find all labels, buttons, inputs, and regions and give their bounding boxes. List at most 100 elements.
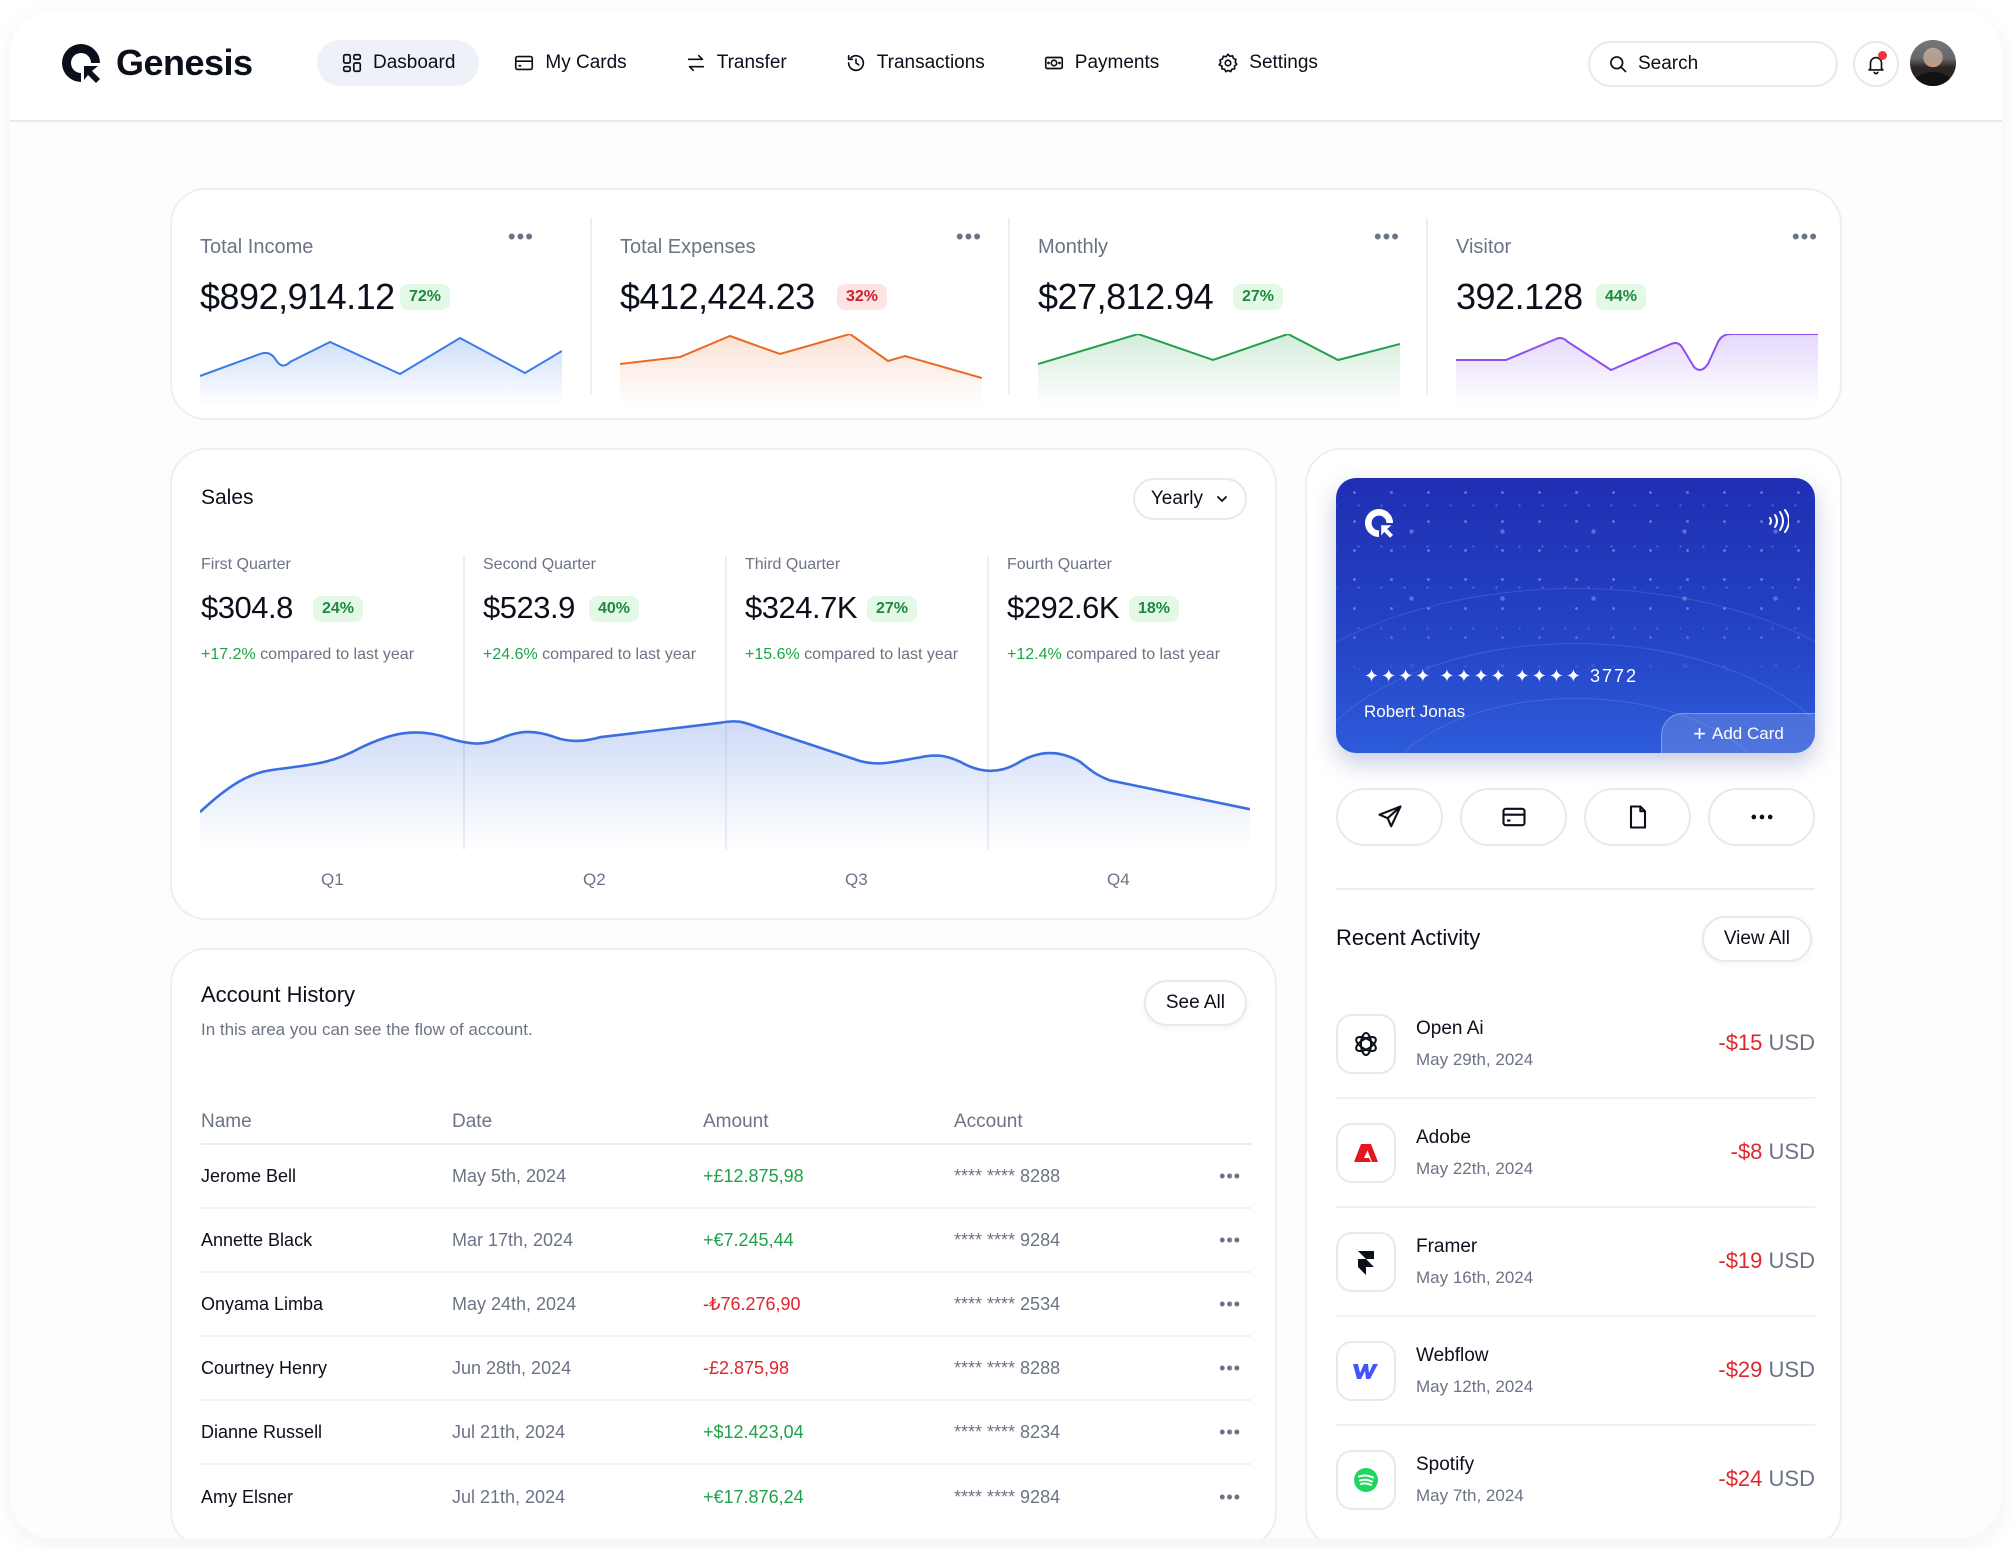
stat-visitor: Visitor ••• 392.128 44% — [1426, 218, 1818, 406]
stat-value: $892,914.12 — [200, 276, 395, 317]
quarter-label: Third Quarter — [745, 556, 841, 573]
recent-activity-list: Open Ai May 29th, 2024 -$15 USD Adobe Ma… — [1336, 990, 1815, 1535]
row-date: May 5th, 2024 — [452, 1165, 567, 1186]
row-name: Jerome Bell — [201, 1165, 297, 1186]
recent-activity-title: Recent Activity — [1336, 925, 1481, 950]
plus-icon: + — [1693, 720, 1707, 746]
activity-name: Framer — [1416, 1236, 1478, 1257]
activity-name: Spotify — [1416, 1454, 1475, 1475]
more-icon[interactable]: ••• — [1373, 224, 1400, 249]
banknote-icon — [1044, 56, 1063, 70]
quarter-label: Fourth Quarter — [1007, 556, 1112, 573]
row-date: Mar 17th, 2024 — [452, 1229, 574, 1250]
arrows-exchange-icon — [687, 54, 704, 72]
genesis-logo-icon — [1364, 508, 1394, 538]
nav-my-cards[interactable]: My Cards — [489, 40, 650, 86]
account-history-table: Name Date Amount Account Jerome Bell May… — [201, 1100, 1251, 1529]
framer-icon — [1336, 1232, 1396, 1292]
table-row[interactable]: Dianne Russell Jul 21th, 2024 +$12.423,0… — [201, 1401, 1251, 1465]
credit-card[interactable]: ✦✦✦✦ ✦✦✦✦ ✦✦✦✦ 3772 Robert Jonas + Add C… — [1336, 478, 1815, 753]
file-icon — [1629, 805, 1646, 829]
row-more-icon[interactable]: ••• — [1219, 1165, 1241, 1186]
quarter-label: First Quarter — [201, 556, 291, 573]
row-account: **** **** 9284 — [954, 1486, 1061, 1507]
brand-logo[interactable]: Genesis — [58, 40, 253, 86]
quarter-2: Second Quarter $523.9 40% +24.6% compare… — [463, 556, 725, 850]
account-history-subtitle: In this area you can see the flow of acc… — [201, 1020, 533, 1039]
card-arc — [1336, 588, 1815, 753]
x-axis-label: Q1 — [321, 870, 344, 889]
table-row[interactable]: Courtney Henry Jun 28th, 2024 -£2.875,98… — [201, 1337, 1251, 1401]
visitor-sparkline — [1456, 334, 1818, 406]
main-nav: Dasboard My Cards Transfer Transactions … — [317, 40, 1342, 86]
search-box[interactable] — [1588, 41, 1838, 87]
more-actions-button[interactable] — [1708, 788, 1815, 846]
row-amount: +€17.876,24 — [703, 1486, 804, 1507]
search-input[interactable] — [1638, 53, 1818, 75]
nav-payments[interactable]: Payments — [1019, 40, 1183, 86]
card-details-button[interactable] — [1460, 788, 1567, 846]
user-avatar[interactable] — [1910, 40, 1956, 86]
row-account: **** **** 8234 — [954, 1421, 1061, 1442]
activity-name: Open Ai — [1416, 1018, 1484, 1039]
quarter-4: Fourth Quarter $292.6K 18% +12.4% compar… — [987, 556, 1249, 850]
stat-label: Visitor — [1456, 236, 1512, 258]
activity-date: May 22th, 2024 — [1416, 1159, 1534, 1178]
see-all-button[interactable]: See All — [1143, 980, 1247, 1026]
card-holder-name: Robert Jonas — [1364, 702, 1466, 721]
activity-item[interactable]: Spotify May 7th, 2024 -$24 USD — [1336, 1426, 1815, 1535]
notification-dot — [1878, 51, 1887, 60]
column-header-date[interactable]: Date — [452, 1110, 493, 1132]
quarter-compare: +12.4% compared to last year — [1007, 646, 1221, 663]
nav-dashboard[interactable]: Dasboard — [317, 40, 480, 86]
stat-badge: 44% — [1596, 284, 1647, 310]
document-button[interactable] — [1584, 788, 1691, 846]
activity-item[interactable]: Adobe May 22th, 2024 -$8 USD — [1336, 1099, 1815, 1208]
row-date: Jul 21th, 2024 — [452, 1486, 566, 1507]
stat-value: 392.128 — [1456, 276, 1583, 317]
table-row[interactable]: Annette Black Mar 17th, 2024 +€7.245,44 … — [201, 1209, 1251, 1273]
row-date: Jun 28th, 2024 — [452, 1357, 572, 1378]
activity-item[interactable]: Framer May 16th, 2024 -$19 USD — [1336, 1208, 1815, 1317]
row-more-icon[interactable]: ••• — [1219, 1229, 1241, 1250]
nav-transactions-label: Transactions — [876, 52, 985, 73]
row-more-icon[interactable]: ••• — [1219, 1486, 1241, 1507]
card-actions — [1336, 788, 1815, 846]
sales-area-chart — [200, 690, 1250, 849]
x-axis-label: Q4 — [1107, 870, 1130, 889]
more-icon[interactable]: ••• — [507, 224, 534, 249]
add-card-button[interactable]: + Add Card — [1661, 713, 1815, 753]
adobe-icon — [1336, 1123, 1396, 1183]
more-icon[interactable]: ••• — [1791, 224, 1818, 249]
table-row[interactable]: Onyama Limba May 24th, 2024 -₺76.276,90 … — [201, 1273, 1251, 1337]
column-header-amount[interactable]: Amount — [703, 1110, 769, 1132]
row-account: **** **** 2534 — [954, 1293, 1061, 1314]
period-select[interactable]: Yearly — [1132, 478, 1247, 520]
chevron-down-icon — [1217, 496, 1227, 503]
brand-name: Genesis — [116, 42, 253, 83]
x-axis-label: Q3 — [845, 870, 868, 889]
activity-item[interactable]: Webflow May 12th, 2024 -$29 USD — [1336, 1317, 1815, 1426]
spotify-icon — [1336, 1450, 1396, 1510]
view-all-button[interactable]: View All — [1701, 916, 1812, 962]
column-header-account[interactable]: Account — [954, 1110, 1023, 1132]
send-button[interactable] — [1336, 788, 1443, 846]
table-row[interactable]: Jerome Bell May 5th, 2024 +£12.875,98 **… — [201, 1145, 1251, 1209]
more-icon[interactable]: ••• — [955, 224, 982, 249]
quarter-badge: 27% — [867, 596, 918, 622]
notifications-button[interactable] — [1853, 41, 1899, 87]
nav-payments-label: Payments — [1074, 52, 1160, 73]
nav-transactions[interactable]: Transactions — [821, 40, 1009, 86]
row-more-icon[interactable]: ••• — [1219, 1293, 1241, 1314]
row-more-icon[interactable]: ••• — [1219, 1357, 1241, 1378]
stat-label: Total Income — [200, 236, 314, 258]
table-row[interactable]: Amy Elsner Jul 21th, 2024 +€17.876,24 **… — [201, 1465, 1251, 1529]
activity-item[interactable]: Open Ai May 29th, 2024 -$15 USD — [1336, 990, 1815, 1099]
activity-amount: -$24 USD — [1718, 1466, 1815, 1491]
nav-transfer[interactable]: Transfer — [661, 40, 811, 86]
column-header-name[interactable]: Name — [201, 1110, 252, 1132]
grid-icon — [342, 53, 362, 73]
row-more-icon[interactable]: ••• — [1219, 1421, 1241, 1442]
row-account: **** **** 8288 — [954, 1357, 1061, 1378]
nav-settings[interactable]: Settings — [1193, 40, 1342, 86]
